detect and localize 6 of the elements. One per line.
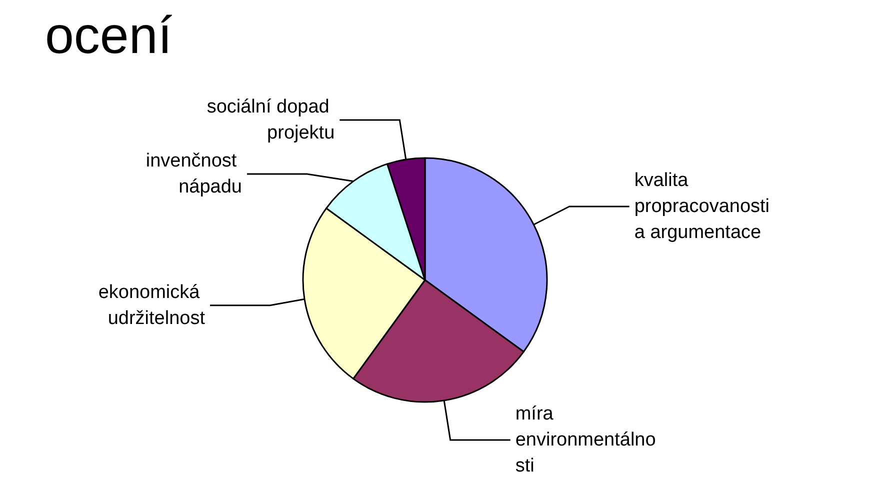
- slice-label: sociální dopad projektu: [206, 96, 335, 144]
- slice-label: kvalita propracovanosti a argumentace: [634, 170, 775, 243]
- slice-label: invenčnost nápadu: [146, 150, 242, 198]
- chart-title: ocení: [45, 7, 173, 65]
- slice-label: ekonomická udržitelnost: [98, 282, 206, 329]
- slice-label: míra environmentálnosti: [515, 404, 656, 477]
